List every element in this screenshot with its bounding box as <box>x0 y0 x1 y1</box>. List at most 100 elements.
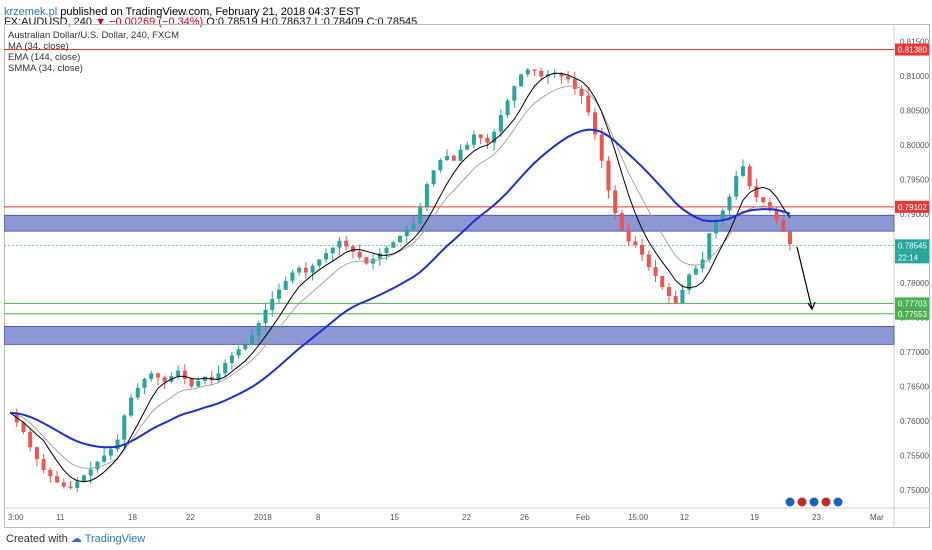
x-tick-label: 19 <box>750 513 759 522</box>
candle-body <box>492 131 497 143</box>
economic-event-icon <box>796 496 808 508</box>
candle-body <box>505 100 510 116</box>
candle-body <box>122 415 127 440</box>
candle-body <box>162 377 167 382</box>
candle-body <box>599 134 604 161</box>
candle-body <box>310 265 315 273</box>
projection-arrowhead <box>807 301 816 311</box>
price-chart[interactable]: 0.81500 0.81000 0.80500 0.80000 0.79500 0.790… <box>4 24 930 528</box>
created-with-label: Created with <box>6 533 68 545</box>
candle-body <box>593 112 597 135</box>
candle-body <box>438 160 443 171</box>
y-tick-label: 0.79500 <box>900 175 929 184</box>
candle-body <box>223 363 228 374</box>
candle-body <box>41 458 46 471</box>
candle-body <box>263 309 268 323</box>
x-tick-label: 23 <box>812 513 821 522</box>
candle-body <box>666 287 671 297</box>
chart-frame <box>4 24 930 528</box>
candle-body <box>142 378 147 388</box>
tradingview-brand[interactable]: TradingView <box>84 533 146 545</box>
candle-body <box>384 247 389 254</box>
x-tick-label: 12 <box>680 513 689 522</box>
price-badge-label: 0.77553 <box>898 310 927 319</box>
candle-body <box>149 373 154 379</box>
candle-body <box>330 247 335 254</box>
candle-body <box>680 289 685 303</box>
candle-body <box>411 223 416 230</box>
candle-body <box>95 461 100 470</box>
author-link[interactable]: krzemek.pl <box>4 6 58 18</box>
change-label: ▼ −0.00269 (−0.34%) <box>95 16 204 28</box>
candle-body <box>747 166 752 187</box>
x-tick-label: 8 <box>316 513 321 522</box>
candle-body <box>290 272 295 281</box>
candle-body <box>613 190 618 214</box>
publish-header: krzemek.pl published on TradingView.com,… <box>0 0 932 24</box>
candle-body <box>189 378 194 387</box>
candle-body <box>687 274 692 290</box>
candle-body <box>761 197 766 203</box>
y-tick-label: 0.81500 <box>900 37 929 46</box>
candle-body <box>478 134 483 138</box>
economic-event-icon <box>784 496 796 508</box>
candle-body <box>579 88 584 96</box>
candle-body <box>243 344 248 350</box>
candle-body <box>606 160 611 191</box>
candle-body <box>350 246 355 252</box>
x-tick-label: 3:00 <box>8 513 24 522</box>
candle-body <box>28 432 33 448</box>
projection-arrow <box>796 246 813 310</box>
x-tick-label: 26 <box>520 513 529 522</box>
candle-body <box>283 280 288 290</box>
candle-body <box>176 370 181 377</box>
x-tick-label: 15:00 <box>628 513 649 522</box>
candle-body <box>81 475 86 482</box>
candle-body <box>404 229 409 236</box>
candle-body <box>337 240 342 248</box>
legend-ma: MA (34, close) <box>8 41 69 52</box>
candle-body <box>88 469 93 476</box>
candle-body <box>391 242 396 248</box>
candle-body <box>525 69 530 75</box>
candle-body <box>767 202 772 211</box>
candle-body <box>788 231 792 245</box>
ma-line <box>9 72 791 483</box>
symbol-header: FX:AUDUSD, 240 ▼ −0.00269 (−0.34%) O:0.7… <box>0 10 932 34</box>
candle-body <box>532 69 537 71</box>
candle-body <box>465 144 470 150</box>
candle-body <box>633 241 638 245</box>
y-tick-label: 0.80000 <box>900 141 929 150</box>
candle-body <box>693 268 698 275</box>
x-tick-label: 15 <box>390 513 399 522</box>
candle-body <box>182 370 187 379</box>
candle-body <box>256 322 261 336</box>
candle-body <box>108 449 113 456</box>
price-badge <box>895 43 929 56</box>
candle-body <box>216 373 221 381</box>
candle-body <box>754 186 759 198</box>
legend-smma: SMMA (34, close) <box>8 63 83 74</box>
candle-body <box>498 115 503 132</box>
y-tick-label: 0.78000 <box>900 279 929 288</box>
candle-body <box>424 184 429 207</box>
candle-body <box>781 220 786 232</box>
candle-body <box>512 86 517 101</box>
candle-body <box>626 230 631 242</box>
economic-event-icon <box>832 496 844 508</box>
y-tick-label: 0.75500 <box>900 452 929 461</box>
candle-body <box>357 251 362 258</box>
candle-body <box>196 380 201 387</box>
candle-body <box>714 220 719 234</box>
candle-body <box>640 244 645 255</box>
price-badge <box>895 307 929 320</box>
candle-body <box>539 70 544 77</box>
candle-body <box>303 267 308 273</box>
price-badge-label: 0.81380 <box>898 46 927 55</box>
candle-body <box>418 206 423 224</box>
x-tick-label: 22 <box>462 513 471 522</box>
candle-body <box>673 296 678 303</box>
candle-body <box>250 335 255 345</box>
candle-body <box>317 259 322 266</box>
legend-ema: EMA (144, close) <box>8 52 81 63</box>
